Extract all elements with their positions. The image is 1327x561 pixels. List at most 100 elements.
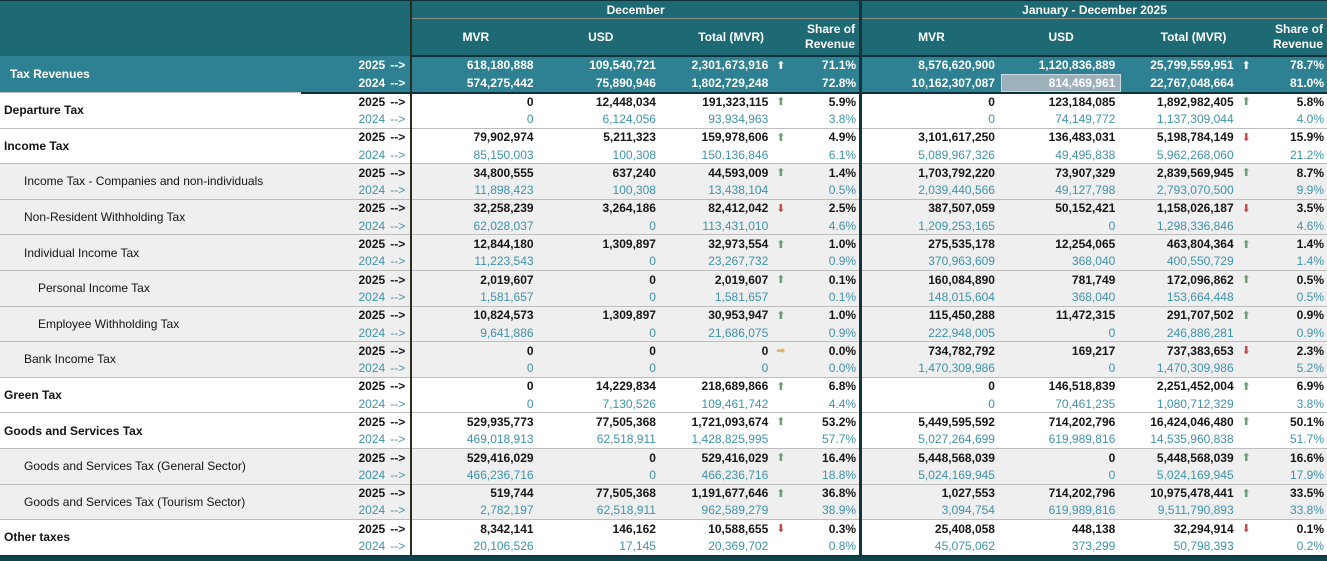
cell-jan-mvr[interactable]: 1,027,553: [860, 483, 1001, 502]
cell-dec-total[interactable]: 1,721,093,674: [661, 412, 775, 431]
cell-dec-usd[interactable]: 0: [539, 323, 662, 342]
year-cell[interactable]: 2025 -->: [300, 447, 413, 467]
cell-dec-share[interactable]: 0.1%: [800, 288, 863, 307]
cell-jan-usd[interactable]: 73,907,329: [1000, 163, 1122, 182]
cell-dec-usd[interactable]: 100,308: [539, 181, 662, 200]
cell-jan-mvr[interactable]: 3,101,617,250: [860, 127, 1001, 146]
cell-dec-mvr[interactable]: 11,898,423: [411, 181, 540, 200]
year-cell[interactable]: 2024 -->: [300, 181, 413, 200]
cell-dec-total[interactable]: 30,953,947: [661, 305, 775, 324]
cell-dec-share[interactable]: 0.0%: [800, 359, 863, 378]
row-label[interactable]: Income Tax: [0, 127, 301, 164]
cell-jan-usd[interactable]: 781,749: [1000, 269, 1122, 289]
cell-jan-mvr[interactable]: 148,015,604: [860, 288, 1001, 307]
cell-dec-share[interactable]: 4.4%: [800, 395, 863, 413]
cell-jan-mvr[interactable]: 3,094,754: [860, 501, 1001, 520]
cell-dec-usd[interactable]: 0: [539, 341, 662, 360]
cell-jan-total[interactable]: 1,137,309,044: [1121, 110, 1240, 129]
cell-dec-mvr[interactable]: 574,275,442: [411, 74, 540, 94]
cell-dec-total[interactable]: 2,301,673,916: [661, 55, 775, 74]
cell-jan-usd[interactable]: 123,184,085: [1000, 92, 1122, 111]
cell-jan-mvr[interactable]: 2,039,440,566: [860, 181, 1001, 200]
cell-jan-usd[interactable]: 814,469,961: [1000, 74, 1122, 94]
cell-dec-total[interactable]: 1,191,677,646: [661, 483, 775, 502]
year-cell[interactable]: 2024 -->: [300, 110, 413, 129]
cell-jan-usd[interactable]: 49,495,838: [1000, 145, 1122, 164]
cell-dec-mvr[interactable]: 85,150,003: [411, 145, 540, 164]
cell-dec-mvr[interactable]: 529,935,773: [411, 412, 540, 431]
year-cell[interactable]: 2025 -->: [300, 305, 413, 324]
cell-dec-total[interactable]: 21,686,075: [661, 323, 775, 342]
row-label[interactable]: Goods and Services Tax (Tourism Sector): [0, 483, 301, 520]
cell-dec-mvr[interactable]: 62,028,037: [411, 217, 540, 235]
cell-jan-share[interactable]: 33.5%: [1265, 483, 1327, 502]
cell-dec-total[interactable]: 1,802,729,248: [661, 74, 775, 94]
cell-dec-usd[interactable]: 62,518,911: [539, 501, 662, 520]
year-cell[interactable]: 2025 -->: [300, 55, 413, 74]
cell-dec-share[interactable]: 0.0%: [800, 341, 863, 360]
cell-jan-mvr[interactable]: 5,448,568,039: [860, 447, 1001, 467]
cell-dec-share[interactable]: 4.9%: [800, 127, 863, 146]
cell-dec-mvr[interactable]: 0: [411, 376, 540, 396]
cell-dec-total[interactable]: 962,589,279: [661, 501, 775, 520]
cell-dec-total[interactable]: 466,236,716: [661, 466, 775, 485]
year-cell[interactable]: 2025 -->: [300, 92, 413, 111]
row-label[interactable]: Individual Income Tax: [0, 234, 301, 271]
cell-dec-mvr[interactable]: 2,019,607: [411, 269, 540, 289]
year-cell[interactable]: 2024 -->: [300, 323, 413, 342]
cell-dec-usd[interactable]: 0: [539, 447, 662, 467]
cell-jan-share[interactable]: 17.9%: [1265, 466, 1327, 485]
cell-jan-mvr[interactable]: 387,507,059: [860, 198, 1001, 218]
cell-dec-share[interactable]: 1.0%: [800, 234, 863, 253]
cell-dec-usd[interactable]: 0: [539, 466, 662, 485]
cell-dec-mvr[interactable]: 0: [411, 110, 540, 129]
cell-dec-usd[interactable]: 7,130,526: [539, 395, 662, 413]
cell-jan-share[interactable]: 5.2%: [1265, 359, 1327, 378]
cell-dec-mvr[interactable]: 466,236,716: [411, 466, 540, 485]
cell-dec-total[interactable]: 109,461,742: [661, 395, 775, 413]
cell-jan-share[interactable]: 2.3%: [1265, 341, 1327, 360]
cell-jan-mvr[interactable]: 370,963,609: [860, 252, 1001, 271]
cell-dec-mvr[interactable]: 0: [411, 341, 540, 360]
cell-jan-mvr[interactable]: 8,576,620,900: [860, 55, 1001, 74]
cell-dec-usd[interactable]: 146,162: [539, 519, 662, 538]
cell-dec-total[interactable]: 32,973,554: [661, 234, 775, 253]
year-cell[interactable]: 2025 -->: [300, 341, 413, 360]
cell-dec-total[interactable]: 82,412,042: [661, 198, 775, 218]
cell-dec-total[interactable]: 13,438,104: [661, 181, 775, 200]
cell-dec-share[interactable]: 4.6%: [800, 217, 863, 235]
cell-dec-share[interactable]: 2.5%: [800, 198, 863, 218]
cell-dec-mvr[interactable]: 8,342,141: [411, 519, 540, 538]
cell-dec-usd[interactable]: 5,211,323: [539, 127, 662, 146]
cell-jan-share[interactable]: 3.8%: [1265, 395, 1327, 413]
cell-jan-total[interactable]: 16,424,046,480: [1121, 412, 1240, 431]
cell-jan-usd[interactable]: 49,127,798: [1000, 181, 1122, 200]
cell-jan-share[interactable]: 0.2%: [1265, 537, 1327, 556]
cell-dec-total[interactable]: 113,431,010: [661, 217, 775, 235]
cell-jan-share[interactable]: 5.8%: [1265, 92, 1327, 111]
year-cell[interactable]: 2025 -->: [300, 519, 413, 538]
cell-jan-mvr[interactable]: 5,024,169,945: [860, 466, 1001, 485]
cell-dec-usd[interactable]: 14,229,834: [539, 376, 662, 396]
year-cell[interactable]: 2024 -->: [300, 74, 413, 94]
cell-jan-usd[interactable]: 619,989,816: [1000, 501, 1122, 520]
cell-jan-total[interactable]: 32,294,914: [1121, 519, 1240, 538]
cell-jan-mvr[interactable]: 1,470,309,986: [860, 359, 1001, 378]
cell-jan-usd[interactable]: 0: [1000, 323, 1122, 342]
cell-dec-share[interactable]: 72.8%: [800, 74, 863, 94]
cell-jan-total[interactable]: 737,383,653: [1121, 341, 1240, 360]
cell-jan-mvr[interactable]: 0: [860, 92, 1001, 111]
year-cell[interactable]: 2025 -->: [300, 127, 413, 146]
cell-jan-usd[interactable]: 714,202,796: [1000, 412, 1122, 431]
cell-jan-share[interactable]: 50.1%: [1265, 412, 1327, 431]
cell-dec-share[interactable]: 6.8%: [800, 376, 863, 396]
cell-dec-mvr[interactable]: 79,902,974: [411, 127, 540, 146]
cell-jan-share[interactable]: 0.5%: [1265, 269, 1327, 289]
cell-dec-total[interactable]: 44,593,009: [661, 163, 775, 182]
cell-jan-mvr[interactable]: 45,075,062: [860, 537, 1001, 556]
cell-dec-total[interactable]: 2,019,607: [661, 269, 775, 289]
cell-dec-total[interactable]: 0: [661, 359, 775, 378]
year-cell[interactable]: 2024 -->: [300, 359, 413, 378]
cell-jan-total[interactable]: 10,975,478,441: [1121, 483, 1240, 502]
cell-jan-mvr[interactable]: 115,450,288: [860, 305, 1001, 324]
